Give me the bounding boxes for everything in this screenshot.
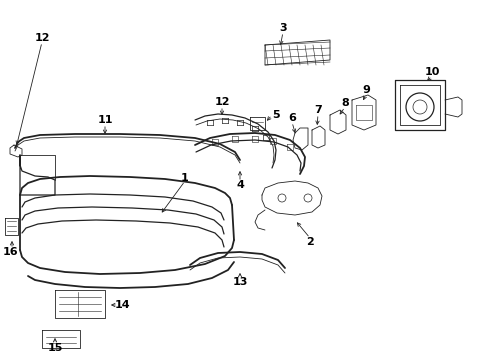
Text: 10: 10 <box>424 67 440 77</box>
Text: 12: 12 <box>34 33 50 43</box>
Text: 12: 12 <box>214 97 230 107</box>
Text: 11: 11 <box>97 115 113 125</box>
Text: 9: 9 <box>362 85 370 95</box>
Text: 8: 8 <box>341 98 349 108</box>
Text: 2: 2 <box>306 237 314 247</box>
Text: 13: 13 <box>232 277 247 287</box>
Text: 16: 16 <box>2 247 18 257</box>
Text: 15: 15 <box>48 343 63 353</box>
Text: 3: 3 <box>279 23 287 33</box>
Text: 1: 1 <box>181 173 189 183</box>
Text: 4: 4 <box>236 180 244 190</box>
Text: 7: 7 <box>314 105 322 115</box>
Text: 6: 6 <box>288 113 296 123</box>
Text: 5: 5 <box>272 110 280 120</box>
Text: 14: 14 <box>114 300 130 310</box>
